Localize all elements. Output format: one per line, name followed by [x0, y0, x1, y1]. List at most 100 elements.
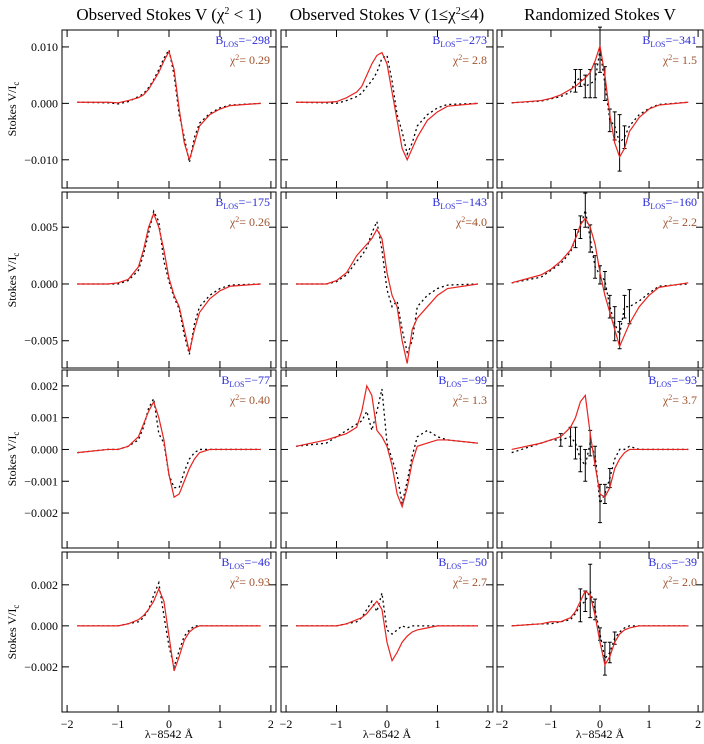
- error-bar: [598, 26, 602, 73]
- chi-label: χ: [662, 53, 669, 67]
- b-value: =−99: [461, 373, 487, 387]
- b-sub: LOS: [446, 380, 461, 389]
- b-label: B: [432, 33, 440, 47]
- chi-value: =4.0: [465, 215, 487, 229]
- series-line: [511, 590, 689, 667]
- series-line: [77, 400, 261, 499]
- chi-value: = 0.40: [239, 393, 270, 407]
- series-line: [511, 45, 689, 159]
- title-text: Randomized Stokes V: [524, 5, 676, 24]
- chi-value: = 2.2: [672, 215, 697, 229]
- b-los-annotation: BLOS=−143: [432, 195, 487, 211]
- b-value: =−39: [671, 555, 697, 569]
- b-sub: LOS: [650, 40, 665, 49]
- error-bar: [583, 448, 588, 482]
- y-tick-label: −0.010: [24, 153, 58, 167]
- y-label-text: Stokes V/I: [5, 436, 19, 487]
- b-value: =−46: [244, 555, 270, 569]
- chi-value: = 3.7: [672, 393, 697, 407]
- error-bar: [583, 74, 588, 99]
- b-sub: LOS: [223, 202, 238, 211]
- b-label: B: [648, 373, 656, 387]
- y-tick-label: −0.002: [24, 506, 58, 520]
- y-label-text: Stokes V/I: [5, 609, 19, 660]
- b-label: B: [432, 195, 440, 209]
- y-label-sub: c: [11, 253, 21, 257]
- series-line: [296, 228, 478, 364]
- b-los-annotation: BLOS=−39: [648, 555, 697, 571]
- chi-annotation: χ2= 0.93: [229, 575, 270, 589]
- b-los-annotation: BLOS=−99: [438, 373, 487, 389]
- b-label: B: [438, 555, 446, 569]
- y-axis-label: Stokes V/Ic: [5, 253, 21, 308]
- b-label: B: [642, 195, 650, 209]
- error-bar: [558, 433, 563, 447]
- b-value: =−341: [665, 33, 697, 47]
- b-value: =−93: [671, 373, 697, 387]
- chi-label: χ: [229, 575, 236, 589]
- title-sup: 2: [224, 6, 229, 17]
- b-sub: LOS: [223, 40, 238, 49]
- chi-sup: 2: [458, 393, 462, 402]
- b-los-annotation: BLOS=−77: [221, 373, 270, 389]
- error-bar: [607, 641, 612, 664]
- chi-annotation: χ2=4.0: [455, 215, 487, 229]
- y-tick-label: −0.005: [24, 334, 58, 348]
- b-label: B: [221, 373, 229, 387]
- b-sub: LOS: [656, 380, 671, 389]
- chi-sup: 2: [668, 393, 672, 402]
- y-label-sub: c: [11, 432, 21, 436]
- chi-sup: 2: [235, 393, 239, 402]
- x-tick-label: 0: [597, 717, 603, 731]
- chi-value: = 0.26: [239, 215, 270, 229]
- x-tick-label: −2: [496, 717, 509, 731]
- x-tick-label: 2: [268, 717, 274, 731]
- b-los-annotation: BLOS=−298: [215, 33, 270, 49]
- chi-sup: 2: [668, 575, 672, 584]
- error-bar: [578, 588, 583, 623]
- x-tick-label: −1: [545, 717, 558, 731]
- b-los-annotation: BLOS=−341: [642, 33, 697, 49]
- chi-sup: 2: [235, 215, 239, 224]
- series-line: [296, 384, 478, 509]
- y-label-sub: c: [11, 82, 21, 86]
- title-text: Observed Stokes V (χ: [76, 5, 225, 24]
- y-tick-label: 0.001: [31, 411, 58, 425]
- b-value: =−273: [455, 33, 487, 47]
- column-title: Randomized Stokes V: [524, 5, 676, 24]
- y-tick-label: −0.002: [24, 660, 58, 674]
- chi-label: χ: [452, 575, 459, 589]
- panel: BLOS=−99 χ2= 1.3: [280, 369, 494, 549]
- b-los-annotation: BLOS=−46: [221, 555, 270, 571]
- chi-sup: 2: [458, 575, 462, 584]
- y-tick-label: 0.005: [31, 220, 58, 234]
- x-tick-label: −1: [112, 717, 125, 731]
- chi-label: χ: [229, 393, 236, 407]
- chi-label: χ: [229, 215, 236, 229]
- series-line: [296, 592, 478, 635]
- chi-label: χ: [229, 53, 236, 67]
- chi-annotation: χ2= 2.7: [452, 575, 487, 589]
- x-tick-label: 0: [166, 717, 172, 731]
- y-label-text: Stokes V/I: [5, 86, 19, 137]
- chi-sup: 2: [235, 575, 239, 584]
- chi-annotation: χ2= 1.3: [452, 393, 487, 407]
- series-line: [296, 219, 478, 355]
- b-los-annotation: BLOS=−160: [642, 195, 697, 211]
- chi-annotation: χ2= 0.26: [229, 215, 270, 229]
- b-label: B: [215, 195, 223, 209]
- x-tick-label: 0: [384, 717, 390, 731]
- column-title: Observed Stokes V (1≤χ2≤4): [290, 5, 484, 24]
- b-sub: LOS: [650, 202, 665, 211]
- chi-annotation: χ2= 2.2: [662, 215, 697, 229]
- b-sub: LOS: [440, 40, 455, 49]
- panel: BLOS=−341 χ2= 1.5: [496, 26, 704, 189]
- title-text: Observed Stokes V (1≤χ: [290, 5, 456, 24]
- chi-annotation: χ2= 2.8: [452, 53, 487, 67]
- chi-sup: 2: [458, 53, 462, 62]
- series-line: [77, 580, 261, 670]
- error-bar: [573, 69, 578, 93]
